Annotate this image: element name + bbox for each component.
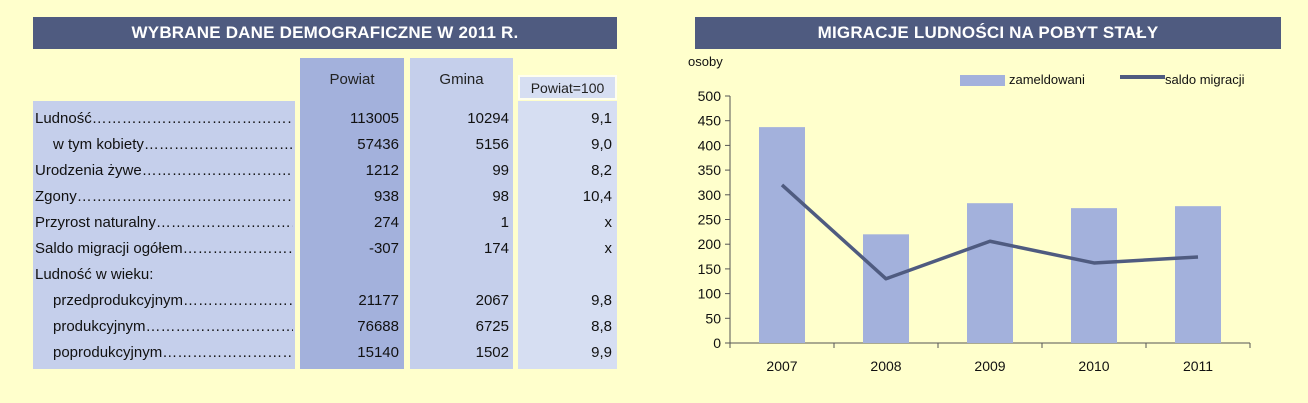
row-label: Zgony……………………………………………… xyxy=(35,188,293,205)
cell-ratio: x xyxy=(604,214,613,231)
demographics-table: Powiat Gmina Powiat=100 Ludność………………………… xyxy=(33,58,617,369)
cell-gmina: 1502 xyxy=(475,344,509,361)
y-tick-label: 400 xyxy=(698,137,722,153)
cell-gmina: 99 xyxy=(492,162,509,179)
legend-label-saldo-migracji: saldo migracji xyxy=(1165,72,1245,87)
label-column xyxy=(33,101,295,369)
powiat-column xyxy=(300,58,404,369)
cell-ratio: 9,9 xyxy=(591,344,612,361)
cell-ratio: 9,1 xyxy=(591,110,612,127)
cell-gmina: 98 xyxy=(492,188,509,205)
row-label: produkcyjnym…………………………………… xyxy=(53,318,293,335)
row-label: Przyrost naturalny……………………………… xyxy=(35,214,293,231)
cell-powiat: 1212 xyxy=(365,162,399,179)
cell-ratio: 8,8 xyxy=(591,318,612,335)
row-label: przedprodukcyjnym………………………… xyxy=(53,292,293,309)
cell-gmina: 2067 xyxy=(475,292,509,309)
bar-series xyxy=(759,127,1221,343)
x-tick-label: 2011 xyxy=(1183,358,1213,374)
row-label: Ludność w wieku: xyxy=(35,266,154,283)
line-series xyxy=(780,183,1199,281)
y-tick-label: 350 xyxy=(698,162,722,178)
y-tick-label: 500 xyxy=(698,88,722,104)
header-powiat: Powiat xyxy=(329,71,375,88)
cell-powiat: -307 xyxy=(368,240,399,257)
cell-powiat: 113005 xyxy=(350,110,399,127)
y-tick-label: 150 xyxy=(698,261,722,277)
y-tick-label: 0 xyxy=(713,335,721,351)
cell-ratio: 10,4 xyxy=(582,188,612,205)
cell-powiat: 57436 xyxy=(357,136,399,153)
header-ratio: Powiat=100 xyxy=(530,80,605,96)
cell-gmina: 1 xyxy=(500,214,509,231)
y-tick-label: 50 xyxy=(705,310,721,326)
table-row: poprodukcyjnym………………………………… 15140 1502 9,9 xyxy=(33,340,617,366)
y-tick-label: 200 xyxy=(698,236,722,252)
cell-gmina: 6725 xyxy=(475,318,509,335)
table-row: Ludność…………………………………………… 113005 10294 9,1 xyxy=(33,106,617,132)
migration-chart: osoby zameldowani saldo migracji 0 50 100 15… xyxy=(688,54,1251,374)
cell-gmina: 174 xyxy=(483,240,509,257)
x-tick-label: 2008 xyxy=(870,358,901,374)
cell-powiat: 21177 xyxy=(358,292,399,309)
line-saldo-migracji xyxy=(780,183,1199,281)
cell-gmina: 5156 xyxy=(475,136,509,153)
bar-zameldowani xyxy=(967,203,1013,343)
cell-ratio: 9,8 xyxy=(591,292,612,309)
row-label: poprodukcyjnym………………………………… xyxy=(53,344,293,361)
table-row: Ludność w wieku: xyxy=(33,262,617,288)
x-tick-label: 2010 xyxy=(1078,358,1109,374)
gmina-column xyxy=(410,58,513,369)
table-row: w tym kobiety………………………………… 57436 5156 9,0 xyxy=(33,132,617,158)
chart-legend: zameldowani saldo migracji xyxy=(960,72,1245,87)
legend-swatch-zameldowani xyxy=(960,75,1005,86)
row-label: Saldo migracji ogółem…………………… xyxy=(35,240,293,257)
cell-ratio: 9,0 xyxy=(591,136,612,153)
ratio-header-cell xyxy=(518,75,617,100)
y-tick-label: 300 xyxy=(698,187,722,203)
bar-zameldowani xyxy=(759,127,805,343)
cell-powiat: 15140 xyxy=(357,344,399,361)
x-axis: 2007 2008 2009 2010 2011 xyxy=(729,342,1251,374)
row-label: Urodzenia żywe……………………………… xyxy=(35,162,293,179)
bar-zameldowani xyxy=(863,234,909,343)
table-row: Zgony……………………………………………… 938 98 10,4 xyxy=(33,184,617,210)
y-tick-label: 450 xyxy=(698,113,722,129)
cell-ratio: 8,2 xyxy=(591,162,612,179)
chart-title: MIGRACJE LUDNOŚCI NA POBYT STAŁY xyxy=(695,17,1281,49)
y-tick-label: 250 xyxy=(698,212,722,228)
row-label: Ludność…………………………………………… xyxy=(35,110,293,127)
legend-label-zameldowani: zameldowani xyxy=(1009,72,1085,87)
y-axis: 0 50 100 150 200 250 300 350 400 450 500 xyxy=(698,88,731,351)
table-title: WYBRANE DANE DEMOGRAFICZNE W 2011 R. xyxy=(33,17,617,49)
y-unit-label: osoby xyxy=(688,54,723,69)
header-gmina: Gmina xyxy=(439,71,484,88)
y-tick-label: 100 xyxy=(698,286,722,302)
x-tick-label: 2009 xyxy=(974,358,1005,374)
row-label: w tym kobiety………………………………… xyxy=(53,136,293,153)
ratio-column xyxy=(518,101,617,369)
bar-zameldowani xyxy=(1175,206,1221,343)
table-row: produkcyjnym…………………………………… 76688 6725 8,8 xyxy=(33,314,617,340)
table-row: przedprodukcyjnym………………………… 21177 2067 9,8 xyxy=(33,288,617,314)
table-row: Saldo migracji ogółem…………………… -307 174 x xyxy=(33,236,617,262)
bar-zameldowani xyxy=(1071,208,1117,343)
cell-powiat: 76688 xyxy=(357,318,399,335)
cell-ratio: x xyxy=(604,240,613,257)
x-tick-label: 2007 xyxy=(766,358,797,374)
table-row: Przyrost naturalny……………………………… 274 1 x xyxy=(33,210,617,236)
cell-powiat: 938 xyxy=(373,188,399,205)
cell-powiat: 274 xyxy=(373,214,399,231)
table-row: Urodzenia żywe……………………………… 1212 99 8,2 xyxy=(33,158,617,184)
cell-gmina: 10294 xyxy=(467,110,509,127)
